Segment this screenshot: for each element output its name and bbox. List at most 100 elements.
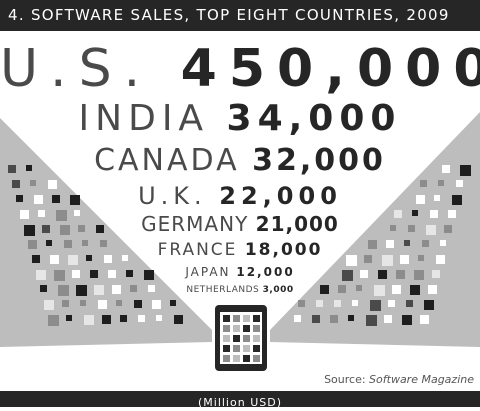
tile bbox=[356, 285, 362, 291]
tile bbox=[126, 270, 133, 277]
tablet-tile bbox=[243, 345, 250, 352]
tile bbox=[378, 270, 387, 279]
tile bbox=[156, 315, 162, 321]
tile bbox=[130, 285, 137, 292]
bar-row-canada: CANADA 32,000 bbox=[0, 143, 480, 179]
tablet-screen-tiles bbox=[223, 315, 260, 362]
data-label: 32,000 bbox=[252, 143, 386, 178]
tile bbox=[170, 300, 176, 306]
tile bbox=[418, 255, 424, 261]
tile bbox=[420, 315, 429, 324]
tile bbox=[80, 300, 86, 306]
tablet-tile bbox=[253, 325, 260, 332]
tile bbox=[64, 240, 72, 248]
tile bbox=[402, 315, 412, 325]
country-label: GERMANY bbox=[141, 212, 249, 236]
bar-row-japan: JAPAN 12,000 bbox=[0, 264, 480, 280]
tile bbox=[338, 285, 346, 293]
tablet-tile bbox=[233, 345, 240, 352]
chart-title: 4. SOFTWARE SALES, TOP EIGHT COUNTRIES, … bbox=[8, 6, 450, 24]
tile bbox=[100, 240, 107, 247]
tile bbox=[78, 225, 85, 232]
tile bbox=[8, 165, 16, 173]
tile bbox=[384, 315, 392, 323]
tile bbox=[360, 270, 368, 278]
bar-row-uk: U.K. 22,000 bbox=[0, 182, 480, 210]
tile bbox=[104, 255, 112, 263]
tile bbox=[148, 285, 155, 292]
tile bbox=[460, 165, 471, 176]
tablet-tile bbox=[243, 325, 250, 332]
data-label: 18,000 bbox=[244, 240, 323, 260]
title-bar: 4. SOFTWARE SALES, TOP EIGHT COUNTRIES, … bbox=[0, 0, 480, 31]
tile bbox=[426, 225, 436, 235]
tile bbox=[442, 165, 450, 173]
tile bbox=[382, 255, 393, 266]
tile bbox=[456, 180, 463, 187]
country-label: CANADA bbox=[94, 143, 240, 178]
tile bbox=[152, 300, 161, 309]
tile bbox=[60, 225, 70, 235]
tablet-tile bbox=[223, 325, 230, 332]
tile bbox=[370, 300, 381, 311]
tile bbox=[36, 270, 46, 280]
tile bbox=[412, 210, 418, 216]
tile bbox=[396, 270, 405, 279]
tile bbox=[352, 300, 358, 306]
tile bbox=[392, 285, 401, 294]
tile bbox=[386, 240, 394, 248]
tile bbox=[298, 300, 305, 307]
tablet-tile bbox=[243, 355, 250, 362]
tablet-tile bbox=[233, 335, 240, 342]
tile bbox=[436, 255, 445, 264]
bar-row-us: U.S. 450,000 bbox=[0, 40, 480, 98]
tile bbox=[394, 210, 402, 218]
tile bbox=[368, 240, 377, 249]
tile bbox=[82, 240, 88, 246]
tile bbox=[94, 285, 104, 295]
tile bbox=[32, 255, 40, 263]
left-fan bbox=[0, 118, 212, 347]
tile bbox=[112, 285, 121, 294]
tile bbox=[420, 180, 427, 187]
source-name: Software Magazine bbox=[369, 373, 474, 386]
tile bbox=[28, 240, 37, 249]
tile bbox=[48, 315, 59, 326]
tile bbox=[68, 255, 78, 265]
tablet-tile bbox=[223, 355, 230, 362]
tile bbox=[122, 255, 128, 261]
country-label: NETHERLANDS bbox=[186, 285, 260, 295]
left-tile-grid bbox=[8, 165, 183, 326]
tile bbox=[316, 300, 323, 307]
tile bbox=[56, 210, 67, 221]
tile bbox=[448, 210, 456, 218]
tile bbox=[84, 315, 94, 325]
tile bbox=[16, 195, 23, 202]
bar-row-india: INDIA 34,000 bbox=[0, 98, 480, 140]
tile bbox=[388, 300, 395, 307]
tile bbox=[90, 270, 98, 278]
tile bbox=[72, 270, 80, 278]
bar-row-netherlands: NETHERLANDS 3,000 bbox=[0, 284, 480, 296]
tile bbox=[116, 300, 122, 306]
right-tile-grid bbox=[294, 165, 471, 326]
tablet-tile bbox=[233, 315, 240, 322]
tile bbox=[424, 300, 434, 310]
tile bbox=[62, 300, 69, 307]
tile bbox=[428, 285, 437, 294]
country-label: JAPAN bbox=[185, 265, 231, 279]
tile bbox=[96, 225, 104, 233]
tile bbox=[294, 315, 301, 322]
tile bbox=[50, 255, 59, 264]
tile bbox=[400, 255, 409, 264]
tile bbox=[414, 270, 424, 280]
bar-row-germany: GERMANY 21,000 bbox=[0, 212, 480, 236]
tile bbox=[44, 300, 54, 310]
tile bbox=[134, 300, 142, 308]
tile bbox=[452, 195, 462, 205]
tile bbox=[76, 285, 87, 296]
tile bbox=[364, 255, 372, 263]
tablet-tile bbox=[243, 335, 250, 342]
tile bbox=[24, 225, 35, 236]
